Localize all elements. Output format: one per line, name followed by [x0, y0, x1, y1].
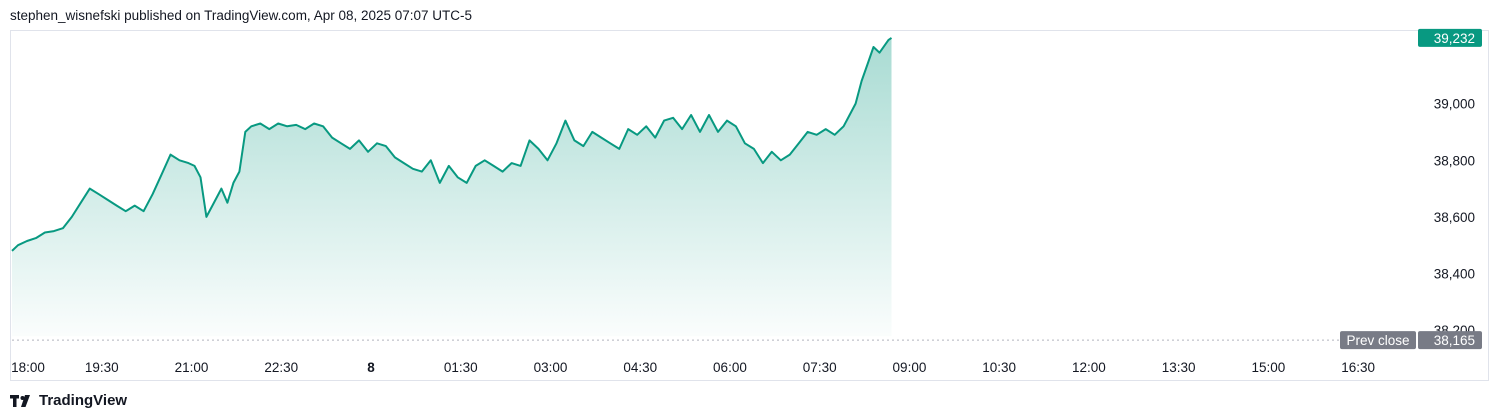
y-tick-label: 38,400: [1434, 267, 1475, 282]
y-tick-label: 39,000: [1434, 97, 1475, 112]
x-tick-label: 22:30: [264, 360, 298, 375]
y-tick-label: 38,600: [1434, 210, 1475, 225]
x-tick-label: 8: [367, 360, 375, 375]
prev-close-value-tag: [1418, 331, 1482, 350]
prev-close-label: Prev close: [1346, 333, 1409, 348]
x-tick-label: 10:30: [982, 360, 1016, 375]
last-price-label: 39,232: [1434, 31, 1475, 46]
tradingview-brand: TradingView: [39, 392, 128, 409]
tradingview-logo-icon: [10, 394, 30, 407]
x-tick-label: 21:00: [175, 360, 209, 375]
y-tick-label: 38,800: [1434, 153, 1475, 168]
x-tick-label: 04:30: [623, 360, 657, 375]
price-tags: 39,232 Prev close 38,165: [1340, 28, 1482, 350]
x-tick-label: 13:30: [1162, 360, 1196, 375]
x-tick-label: 03:00: [534, 360, 568, 375]
price-area-fill: [12, 37, 892, 337]
x-tick-label: 06:00: [713, 360, 747, 375]
last-price-tag: [1418, 28, 1482, 47]
x-tick-label: 16:30: [1341, 360, 1375, 375]
footer[interactable]: TradingView: [10, 392, 127, 409]
prev-close-value-label: 38,165: [1434, 333, 1475, 348]
x-tick-label: 15:00: [1252, 360, 1286, 375]
x-tick-label: 19:30: [85, 360, 119, 375]
chart-frame: [10, 30, 1489, 381]
x-tick-label: 07:30: [803, 360, 837, 375]
x-tick-label: 18:00: [11, 360, 45, 375]
price-series-line: [11, 37, 893, 252]
x-tick-label: 01:30: [444, 360, 478, 375]
publisher-header: stephen_wisnefski published on TradingVi…: [10, 8, 473, 23]
x-tick-label: 09:00: [893, 360, 927, 375]
prev-close-tag: [1340, 331, 1416, 350]
x-axis: 18:00 19:30 21:00 22:30 8 01:30 03:00 04:30 06:0…: [11, 360, 1375, 375]
x-tick-label: 12:00: [1072, 360, 1106, 375]
